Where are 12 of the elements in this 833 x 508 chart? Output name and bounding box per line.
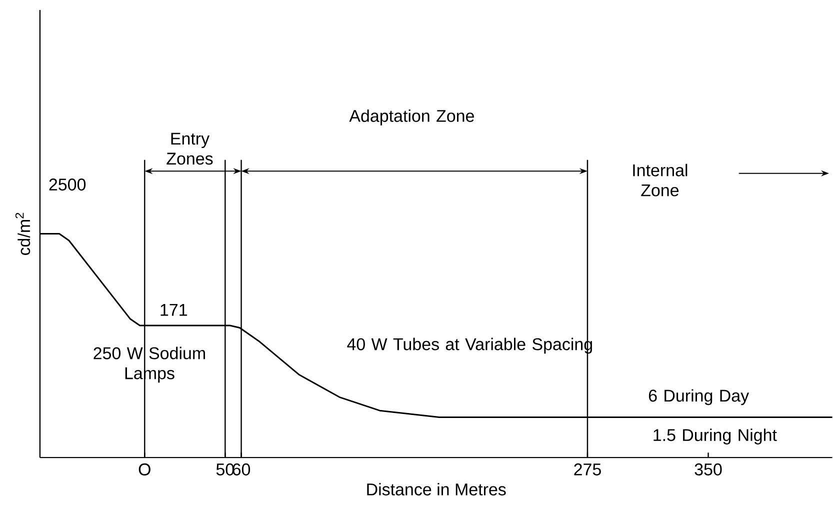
annotation: 171 — [160, 304, 187, 316]
x-tick-label: 350 — [694, 464, 722, 476]
annotation: 1.5 During Night — [654, 428, 777, 445]
text: Adaptation Zone — [349, 110, 474, 126]
text: 2500 — [49, 178, 86, 191]
text: Entry Zones — [166, 133, 213, 165]
x-axis-title: Distance in Metres — [367, 483, 506, 496]
annotation: 6 During Day — [648, 389, 750, 406]
x-tick-label: O — [138, 464, 150, 476]
x-tick-label: 275 — [574, 464, 601, 476]
y-axis-title: cd/m$^{2}$ — [15, 213, 30, 256]
text: Internal Zone — [633, 164, 688, 197]
